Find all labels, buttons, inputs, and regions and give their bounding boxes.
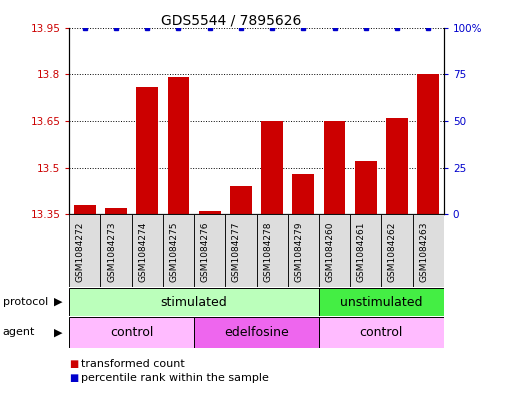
Text: GSM1084276: GSM1084276 [201, 221, 210, 282]
Bar [74, 205, 96, 214]
Bar [288, 214, 319, 287]
Bar [319, 317, 444, 348]
Text: GSM1084274: GSM1084274 [139, 221, 147, 282]
Text: GSM1084279: GSM1084279 [294, 221, 303, 282]
Text: GSM1084262: GSM1084262 [388, 221, 397, 282]
Text: control: control [110, 326, 153, 339]
Text: GSM1084277: GSM1084277 [232, 221, 241, 282]
Bar [355, 161, 377, 214]
Bar [194, 214, 225, 287]
Bar [132, 214, 163, 287]
Bar [319, 288, 444, 316]
Bar [256, 214, 288, 287]
Bar [412, 214, 444, 287]
Bar [417, 74, 439, 214]
Bar [168, 77, 189, 214]
Text: ▶: ▶ [54, 327, 63, 338]
Text: transformed count: transformed count [81, 358, 185, 369]
Bar [324, 121, 345, 214]
Bar [381, 214, 412, 287]
Bar [69, 317, 194, 348]
Text: percentile rank within the sample: percentile rank within the sample [81, 373, 269, 384]
Bar [386, 118, 408, 214]
Text: GSM1084263: GSM1084263 [419, 221, 428, 282]
Text: GSM1084261: GSM1084261 [357, 221, 366, 282]
Text: agent: agent [3, 327, 35, 338]
Text: stimulated: stimulated [161, 296, 227, 309]
Text: GSM1084260: GSM1084260 [326, 221, 334, 282]
Bar [225, 214, 256, 287]
Text: GSM1084275: GSM1084275 [169, 221, 179, 282]
Bar [194, 317, 319, 348]
Bar [230, 186, 252, 214]
Bar [163, 214, 194, 287]
Bar [350, 214, 381, 287]
Text: edelfosine: edelfosine [224, 326, 289, 339]
Bar [261, 121, 283, 214]
Bar [69, 214, 101, 287]
Bar [292, 174, 314, 214]
Text: ▶: ▶ [54, 297, 63, 307]
Text: GSM1084272: GSM1084272 [76, 221, 85, 282]
Bar [319, 214, 350, 287]
Text: GSM1084273: GSM1084273 [107, 221, 116, 282]
Text: control: control [360, 326, 403, 339]
Text: GSM1084278: GSM1084278 [263, 221, 272, 282]
Text: ■: ■ [69, 358, 78, 369]
Bar [101, 214, 132, 287]
Bar [69, 288, 319, 316]
Text: ■: ■ [69, 373, 78, 384]
Bar [199, 211, 221, 214]
Bar [105, 208, 127, 214]
Text: protocol: protocol [3, 297, 48, 307]
Text: GDS5544 / 7895626: GDS5544 / 7895626 [161, 14, 301, 28]
Text: unstimulated: unstimulated [340, 296, 423, 309]
Bar [136, 86, 158, 214]
